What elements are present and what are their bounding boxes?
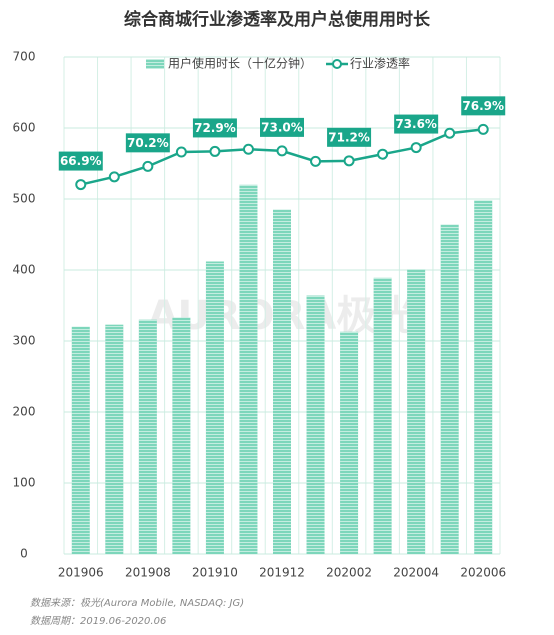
bar-stripe [440,224,459,554]
period: 数据周期：2019.06-2020.06 [30,615,166,627]
line-point [175,146,187,158]
bar-stripe [71,326,90,554]
value-label: 76.9% [462,99,504,113]
line-point [343,155,355,167]
x-tick-label: 202004 [393,566,439,580]
line-point [410,142,422,154]
label-box [461,96,506,116]
x-tick-label: 201906 [58,566,104,580]
value-label: 71.2% [328,130,370,144]
bar-stripe [205,261,224,554]
line-point [310,155,322,167]
legend-label: 行业渗透率 [350,56,410,71]
line-point [108,171,120,183]
x-tick-label: 201910 [192,566,238,580]
label-box [58,151,103,171]
value-label: 70.2% [127,136,169,150]
source: 数据来源：极光(Aurora Mobile, NASDAQ: JG) [30,597,244,609]
legend-swatch-point [332,59,343,69]
y-tick-label: 700 [13,50,36,64]
label-box [260,117,304,137]
x-tick-label: 202006 [460,566,506,580]
y-tick-label: 400 [13,263,36,277]
bar-stripe [105,324,124,554]
value-label: 73.6% [395,117,437,131]
bar-stripe [474,200,493,555]
value-label: 73.0% [261,120,303,134]
bar-stripe [373,277,392,554]
label-box [192,118,237,138]
y-tick-label: 200 [13,405,36,419]
line-point [377,148,389,160]
bar-stripe [407,269,426,554]
bar-stripe [340,331,359,554]
line-point [242,143,254,155]
bar-stripe [172,317,191,554]
x-tick-label: 201912 [259,566,305,580]
line-point [75,179,87,191]
chart-title: 综合商城行业渗透率及用户总使用用时长 [124,9,431,30]
bar-stripe [239,184,258,555]
label-box [125,133,170,153]
line-point [209,145,221,157]
x-tick-label: 201908 [125,566,171,580]
label-box [394,114,439,134]
x-tick-label: 202002 [326,566,372,580]
value-label: 66.9% [60,154,102,168]
legend-swatch-stripe [146,59,164,69]
legend-label: 用户使用时长（十亿分钟） [168,56,312,71]
y-tick-label: 0 [20,547,28,561]
y-tick-label: 600 [13,121,36,135]
line-point [276,145,288,157]
line-point [142,160,154,172]
line-point [477,123,489,135]
y-tick-label: 100 [13,476,36,490]
bar-stripe [138,319,157,554]
y-tick-label: 500 [13,192,36,206]
line-point [444,127,456,139]
value-label: 72.9% [194,121,236,135]
y-tick-label: 300 [13,334,36,348]
bar-stripe [273,209,291,554]
bar-stripe [306,295,325,554]
label-box [327,127,372,147]
